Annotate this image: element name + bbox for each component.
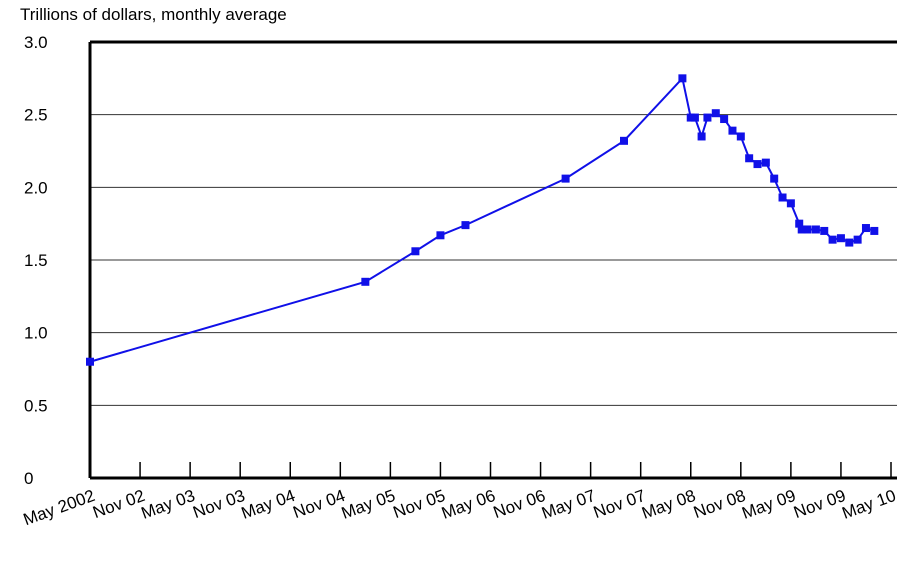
point [411, 247, 420, 256]
point [795, 219, 804, 228]
point [753, 160, 762, 169]
point [620, 136, 628, 145]
x-tick-label: May 10 [839, 486, 898, 523]
point [845, 238, 854, 247]
point [361, 277, 370, 286]
point [828, 235, 837, 244]
point [861, 224, 870, 233]
x-tick-label: May 09 [739, 486, 798, 523]
y-tick-label: 2.5 [24, 106, 48, 125]
x-tick-label: May 08 [639, 486, 698, 523]
point [686, 113, 695, 122]
point [711, 109, 720, 118]
point [797, 225, 806, 234]
point [745, 154, 754, 163]
point [720, 115, 729, 124]
y-tick-label: 0 [24, 469, 33, 488]
point [761, 158, 770, 167]
point [803, 225, 812, 234]
point [678, 74, 687, 83]
point [870, 226, 879, 235]
chart-title: Trillions of dollars, monthly average [20, 5, 287, 24]
x-tick-label: May 03 [139, 486, 198, 523]
point [561, 174, 570, 183]
point [690, 113, 699, 122]
point [703, 113, 712, 122]
y-tick-label: 3.0 [24, 33, 48, 52]
y-tick-label: 2.0 [24, 178, 48, 197]
x-tick-label: May 06 [439, 486, 498, 523]
point [786, 199, 795, 208]
point [811, 225, 820, 234]
point [778, 193, 787, 202]
point [820, 226, 829, 235]
y-tick-label: 1.0 [24, 324, 48, 343]
point [853, 235, 862, 244]
y-tick-label: 0.5 [24, 396, 48, 415]
point [736, 132, 745, 141]
x-tick-label: May 2002 [21, 486, 98, 529]
point [836, 234, 845, 243]
point [436, 231, 445, 240]
point [461, 221, 470, 230]
point [728, 126, 737, 135]
point [697, 132, 706, 141]
x-tick-label: May 05 [339, 486, 398, 523]
point [86, 357, 94, 366]
x-tick-label: May 07 [539, 486, 598, 523]
y-tick-label: 1.5 [24, 251, 48, 270]
line [89, 76, 875, 363]
x-tick-label: May 04 [239, 486, 298, 523]
point [770, 174, 779, 183]
